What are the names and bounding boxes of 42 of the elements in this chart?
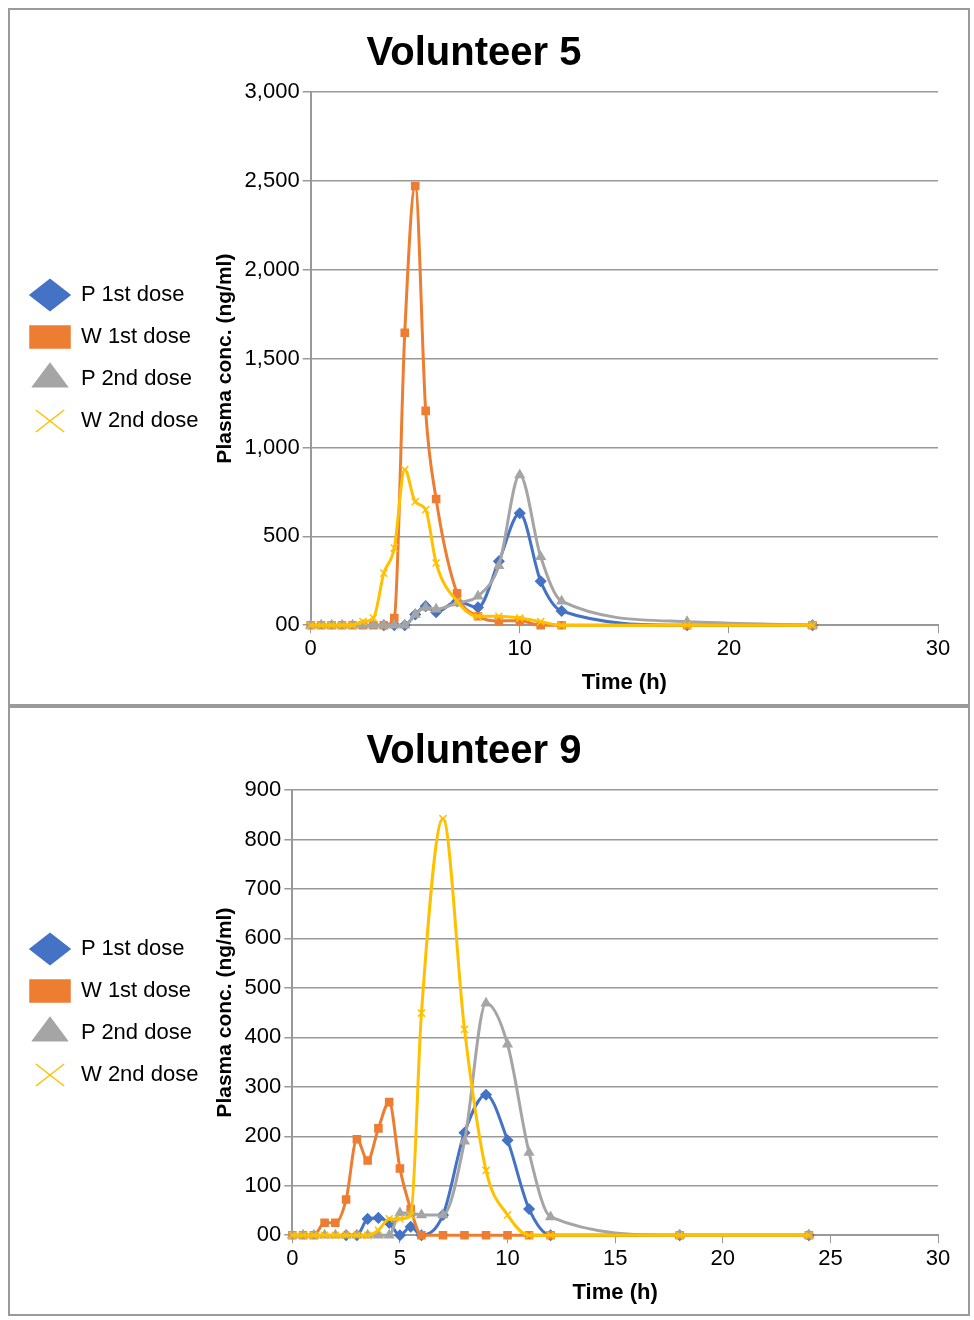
x-axis-title: Time (h) bbox=[572, 1278, 658, 1304]
y-axis-title: Plasma conc. (ng/ml) bbox=[211, 907, 235, 1118]
x-tick-label: 0 bbox=[304, 635, 317, 661]
legend-label: P 1st dose bbox=[81, 281, 185, 307]
x-tick-label: 30 bbox=[925, 635, 951, 661]
y-tick-label: 300 bbox=[244, 1072, 282, 1098]
y-tick-label: 1,500 bbox=[244, 344, 300, 370]
legend-label: P 2nd dose bbox=[81, 1019, 192, 1045]
y-tick-label: 800 bbox=[244, 825, 282, 851]
x-tick-label: 10 bbox=[495, 1245, 520, 1271]
y-tick-label: 900 bbox=[244, 776, 282, 802]
x-axis-title: Time (h) bbox=[581, 668, 667, 694]
y-tick-label: 100 bbox=[244, 1171, 282, 1197]
y-tick-label: 1,000 bbox=[244, 433, 300, 459]
x-tick-label: 5 bbox=[393, 1245, 407, 1271]
x-tick-label: 0 bbox=[286, 1245, 299, 1271]
y-axis-title: Plasma conc. (ng/ml) bbox=[211, 253, 235, 464]
y-tick-label: 200 bbox=[244, 1122, 282, 1148]
x-tick-label: 20 bbox=[716, 635, 742, 661]
legend-label: W 2nd dose bbox=[81, 407, 199, 433]
y-tick-label: 500 bbox=[244, 973, 282, 999]
chart-title: Volunteer 9 bbox=[366, 727, 582, 772]
y-tick-label: 600 bbox=[244, 924, 282, 950]
x-tick-label: 25 bbox=[818, 1245, 843, 1271]
y-tick-label: 2,000 bbox=[244, 255, 300, 281]
x-tick-label: 10 bbox=[507, 635, 533, 661]
x-tick-label: 30 bbox=[925, 1245, 951, 1271]
y-tick-label: 500 bbox=[262, 522, 300, 548]
y-tick-label: 00 bbox=[275, 611, 300, 637]
y-tick-label: 700 bbox=[244, 875, 282, 900]
legend-label: W 2nd dose bbox=[81, 1061, 199, 1087]
chart-title: Volunteer 5 bbox=[366, 29, 582, 74]
y-tick-label: 2,500 bbox=[244, 166, 300, 192]
y-tick-label: 00 bbox=[256, 1221, 282, 1247]
legend-label: P 1st dose bbox=[81, 935, 185, 961]
legend-label: W 1st dose bbox=[81, 323, 192, 349]
legend-label: W 1st dose bbox=[81, 977, 192, 1003]
y-tick-label: 3,000 bbox=[244, 78, 300, 104]
x-tick-label: 20 bbox=[710, 1245, 736, 1271]
x-tick-label: 15 bbox=[602, 1245, 628, 1271]
y-tick-label: 400 bbox=[244, 1023, 282, 1049]
legend-label: P 2nd dose bbox=[81, 365, 192, 391]
